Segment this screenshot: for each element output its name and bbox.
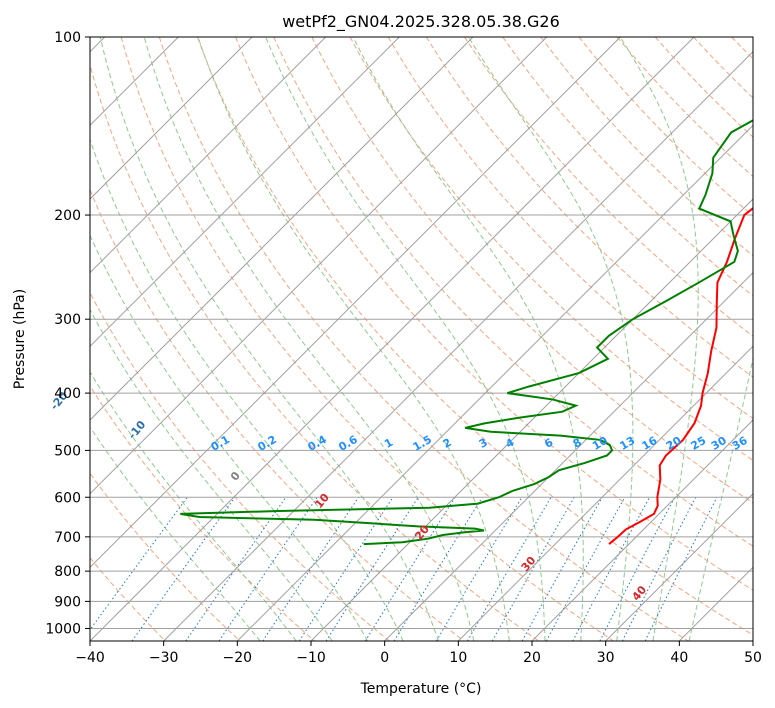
mixing-ratio-line — [262, 496, 360, 641]
moist-adiabat — [90, 234, 369, 641]
y-tick-label: 100 — [54, 30, 81, 46]
mixing-ratio-line — [364, 496, 456, 641]
temperature-trace — [608, 206, 753, 545]
dry-adiabat — [235, 37, 753, 591]
dry-adiabat — [770, 37, 775, 641]
isotherm-line — [90, 37, 695, 641]
x-tick-label: 40 — [670, 650, 688, 666]
moist-adiabat — [197, 37, 510, 641]
plot-frame — [89, 36, 754, 642]
dry-adiabat — [90, 188, 465, 641]
dry-adiabat — [311, 37, 753, 504]
mixing-ratio-label: 6 — [542, 436, 555, 451]
moist-adiabat — [352, 37, 584, 641]
mixing-ratio-line — [599, 497, 676, 641]
mixing-ratio-line — [572, 497, 650, 641]
mixing-ratio-line — [325, 496, 419, 641]
dry-adiabat — [158, 37, 689, 641]
mixing-ratio-line — [131, 496, 236, 641]
mixing-ratio-label: 3 — [477, 436, 490, 451]
moist-adiabat — [143, 37, 475, 641]
isotherm-line — [531, 419, 753, 641]
dry-adiabat — [540, 37, 753, 257]
isotherm-line — [90, 37, 548, 495]
dry-adiabat — [464, 37, 753, 337]
mixing-ratio-label: 2 — [441, 436, 454, 451]
y-tick-label: 600 — [54, 490, 81, 506]
mixing-ratio-line — [644, 497, 718, 641]
dry-adiabat — [197, 37, 753, 636]
moist-adiabat — [90, 308, 333, 641]
mixing-ratio-line — [621, 497, 697, 641]
mixing-ratio-line — [218, 496, 318, 641]
mixing-ratio-line — [393, 496, 483, 641]
moist-adiabat — [90, 426, 261, 641]
dry-adiabat — [90, 291, 390, 641]
x-tick-label: 50 — [744, 650, 762, 666]
x-tick-label: 10 — [449, 650, 467, 666]
moist-adiabat — [99, 37, 439, 641]
moist-adiabat — [619, 37, 699, 641]
isotherm-line — [605, 492, 753, 641]
y-tick-label: 300 — [54, 312, 81, 328]
isotherm-line — [163, 50, 753, 641]
dry-adiabat — [502, 37, 753, 297]
dry-adiabat-label: 10 — [312, 491, 332, 511]
dry-adiabat — [273, 37, 753, 547]
isotherm-line — [90, 37, 253, 200]
y-tick-label: 800 — [54, 564, 81, 580]
x-tick-label: 0 — [380, 650, 389, 666]
y-tick-label: 900 — [54, 594, 81, 610]
mixing-ratio-line — [545, 497, 626, 641]
y-tick-label: 400 — [54, 386, 81, 402]
mixing-ratio-label: 4 — [503, 436, 516, 451]
isotherm-line — [90, 37, 474, 421]
dry-adiabat — [387, 37, 753, 420]
y-tick-label: 1000 — [45, 621, 81, 637]
x-tick-label: −30 — [149, 650, 179, 666]
dry-adiabat — [349, 37, 753, 462]
x-tick-label: −40 — [75, 650, 105, 666]
dry-adiabat — [90, 384, 316, 641]
dry-adiabat — [90, 472, 241, 641]
mixing-ratio-line — [90, 496, 188, 631]
mixing-ratio-label: 1 — [382, 436, 395, 451]
isotherm-line — [457, 345, 753, 641]
isotherm-line — [90, 37, 400, 348]
isotherm-line — [678, 566, 753, 641]
dry-adiabat — [654, 37, 753, 138]
y-tick-label: 200 — [54, 208, 81, 224]
y-axis-label: Pressure (hPa) — [12, 289, 28, 389]
x-tick-label: −20 — [223, 650, 253, 666]
isotherm-line — [384, 271, 753, 641]
isotherm-line — [236, 124, 753, 641]
x-tick-label: 30 — [597, 650, 615, 666]
isotherm-line — [90, 37, 327, 274]
dry-adiabat — [616, 37, 753, 178]
y-tick-label: 700 — [54, 530, 81, 546]
moist-adiabat — [90, 137, 404, 641]
moist-adiabat — [688, 356, 753, 641]
chart-title: wetPf2_GN04.2025.328.05.38.G26 — [282, 12, 560, 32]
x-tick-label: −10 — [296, 650, 326, 666]
isotherm-line — [90, 37, 621, 569]
dry-adiabat — [693, 37, 753, 99]
dry-adiabat — [120, 37, 614, 641]
dry-adiabat — [425, 37, 753, 378]
dewpoint-trace — [180, 119, 753, 546]
isotherm-line — [752, 640, 753, 641]
x-axis-label: Temperature (°C) — [360, 681, 482, 697]
moist-adiabat — [468, 37, 634, 641]
dry-adiabat-label: 0 — [228, 469, 243, 483]
x-tick-label: 20 — [523, 650, 541, 666]
y-tick-label: 500 — [54, 443, 81, 459]
